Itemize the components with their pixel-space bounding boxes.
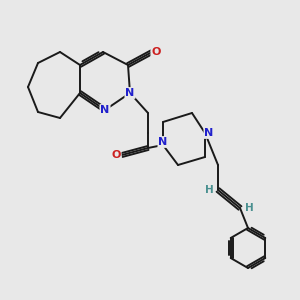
Text: N: N	[204, 128, 214, 138]
Text: O: O	[111, 150, 121, 160]
Text: H: H	[205, 185, 213, 195]
Text: O: O	[151, 47, 161, 57]
Text: N: N	[125, 88, 135, 98]
Text: H: H	[244, 203, 253, 213]
Text: N: N	[158, 137, 168, 147]
Text: N: N	[100, 105, 109, 115]
